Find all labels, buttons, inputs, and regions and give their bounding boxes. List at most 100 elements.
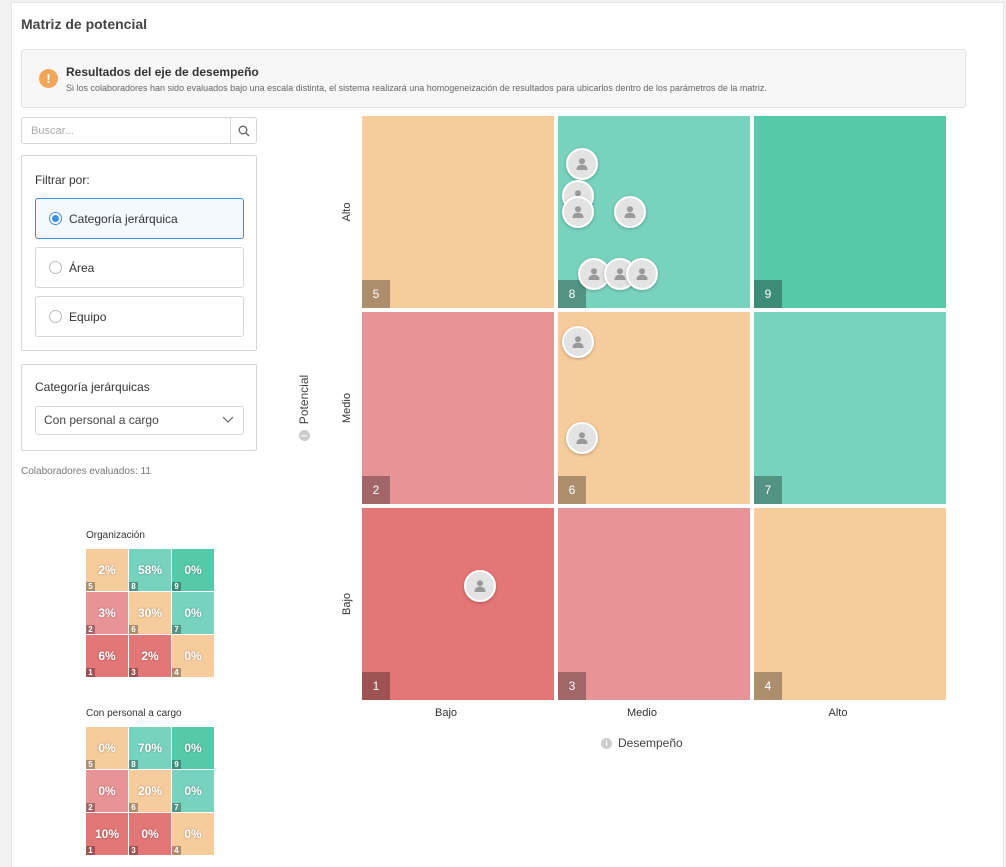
matrix-cell-8: 8 xyxy=(558,116,750,308)
mini-cell-value: 6% xyxy=(98,649,116,663)
employee-avatar[interactable] xyxy=(614,196,646,228)
category-panel: Categoría jerárquicas Con personal a car… xyxy=(21,364,257,451)
mini-cell-value: 0% xyxy=(141,827,159,841)
y-axis-title: i Potencial xyxy=(296,358,312,458)
mini-cell-number: 1 xyxy=(86,668,95,677)
radio-equipo[interactable]: Equipo xyxy=(35,296,244,337)
mini-matrix-con-personal: 0% 5 70% 8 0% 9 0% 2 20% 6 0% 7 10% 1 0% 3 0% 4 xyxy=(86,727,216,857)
chevron-down-icon xyxy=(222,416,234,423)
mini-cell-number: 3 xyxy=(129,846,138,855)
mini-cargo-title: Con personal a cargo xyxy=(86,708,182,719)
mini-cell-7: 0% 7 xyxy=(172,592,214,634)
person-icon xyxy=(474,580,486,592)
radio-icon xyxy=(49,310,62,323)
category-label: Categoría jerárquicas xyxy=(35,380,150,394)
mini-cell-value: 0% xyxy=(98,741,116,755)
radio-checked-icon xyxy=(49,212,62,225)
employee-avatar[interactable] xyxy=(626,258,658,290)
matrix-cell-number: 2 xyxy=(362,476,390,504)
mini-cell-value: 0% xyxy=(184,563,202,577)
category-selected-value: Con personal a cargo xyxy=(44,413,159,427)
mini-cell-value: 70% xyxy=(137,741,163,755)
radio-categoria[interactable]: Categoría jerárquica xyxy=(35,198,244,239)
x-label-bajo: Bajo xyxy=(434,707,458,719)
mini-cell-1: 6% 1 xyxy=(86,635,128,677)
matrix-cell-3: 3 xyxy=(558,508,750,700)
mini-cell-value: 0% xyxy=(98,784,116,798)
mini-cell-value: 0% xyxy=(184,606,202,620)
filter-label: Filtrar por: xyxy=(35,173,90,187)
x-axis-title: i Desempeño xyxy=(601,736,683,750)
mini-cell-3: 0% 3 xyxy=(129,813,171,855)
mini-cell-value: 20% xyxy=(137,784,163,798)
matrix-cell-number: 7 xyxy=(754,476,782,504)
mini-cell-6: 30% 6 xyxy=(129,592,171,634)
mini-cell-number: 4 xyxy=(172,846,181,855)
mini-cell-number: 3 xyxy=(129,668,138,677)
mini-cell-value: 2% xyxy=(141,649,159,663)
radio-label: Equipo xyxy=(69,309,107,324)
mini-cell-2: 0% 2 xyxy=(86,770,128,812)
filter-panel: Filtrar por: Categoría jerárquica Área E… xyxy=(21,155,257,351)
search-icon xyxy=(238,125,249,136)
person-icon xyxy=(588,268,600,280)
mini-cell-3: 2% 3 xyxy=(129,635,171,677)
mini-cell-value: 2% xyxy=(98,563,116,577)
mini-cell-number: 9 xyxy=(172,760,181,769)
mini-cell-number: 5 xyxy=(86,760,95,769)
employee-avatar[interactable] xyxy=(566,422,598,454)
info-icon[interactable]: i xyxy=(601,737,612,749)
matrix-cell-number: 5 xyxy=(362,280,390,308)
x-label-alto: Alto xyxy=(828,707,848,719)
matrix-cell-number: 6 xyxy=(558,476,586,504)
employee-avatar[interactable] xyxy=(464,570,496,602)
evaluated-count: Colaboradores evaluados: 11 xyxy=(21,466,151,477)
mini-cell-4: 0% 4 xyxy=(172,635,214,677)
matrix-cell-7: 7 xyxy=(754,312,946,504)
mini-cell-number: 5 xyxy=(86,582,95,591)
y-axis-title-text: Potencial xyxy=(297,374,311,425)
person-icon xyxy=(614,268,626,280)
matrix-cell-9: 9 xyxy=(754,116,946,308)
person-icon xyxy=(636,268,648,280)
exclamation-icon: ! xyxy=(39,69,58,88)
search-button[interactable] xyxy=(230,118,256,143)
mini-cell-number: 6 xyxy=(129,803,138,812)
mini-cell-value: 0% xyxy=(184,741,202,755)
radio-label: Área xyxy=(69,260,95,275)
mini-cell-2: 3% 2 xyxy=(86,592,128,634)
person-icon xyxy=(572,206,584,218)
mini-cell-5: 2% 5 xyxy=(86,549,128,591)
radio-area[interactable]: Área xyxy=(35,247,244,288)
mini-cell-value: 10% xyxy=(94,827,120,841)
mini-cell-4: 0% 4 xyxy=(172,813,214,855)
mini-cell-number: 4 xyxy=(172,668,181,677)
matrix-cell-1: 1 xyxy=(362,508,554,700)
mini-cell-9: 0% 9 xyxy=(172,549,214,591)
radio-label: Categoría jerárquica xyxy=(69,211,178,226)
alert-title: Resultados del eje de desempeño xyxy=(66,65,259,79)
category-select[interactable]: Con personal a cargo xyxy=(35,406,244,435)
mini-cell-8: 70% 8 xyxy=(129,727,171,769)
mini-cell-number: 7 xyxy=(172,803,181,812)
x-label-medio: Medio xyxy=(627,707,657,719)
mini-cell-6: 20% 6 xyxy=(129,770,171,812)
mini-cell-7: 0% 7 xyxy=(172,770,214,812)
matrix-cell-4: 4 xyxy=(754,508,946,700)
mini-cell-value: 0% xyxy=(184,649,202,663)
search-input[interactable] xyxy=(22,118,231,143)
mini-cell-number: 6 xyxy=(129,625,138,634)
mini-cell-value: 3% xyxy=(98,606,116,620)
matrix-cell-5: 5 xyxy=(362,116,554,308)
mini-cell-number: 8 xyxy=(129,760,138,769)
employee-avatar[interactable] xyxy=(562,196,594,228)
info-alert: ! Resultados del eje de desempeño Si los… xyxy=(21,49,966,108)
mini-cell-8: 58% 8 xyxy=(129,549,171,591)
person-icon xyxy=(576,158,588,170)
employee-avatar[interactable] xyxy=(566,148,598,180)
radio-icon xyxy=(49,261,62,274)
mini-cell-value: 58% xyxy=(137,563,163,577)
info-icon[interactable]: i xyxy=(298,430,310,442)
employee-avatar[interactable] xyxy=(562,326,594,358)
mini-cell-value: 0% xyxy=(184,827,202,841)
